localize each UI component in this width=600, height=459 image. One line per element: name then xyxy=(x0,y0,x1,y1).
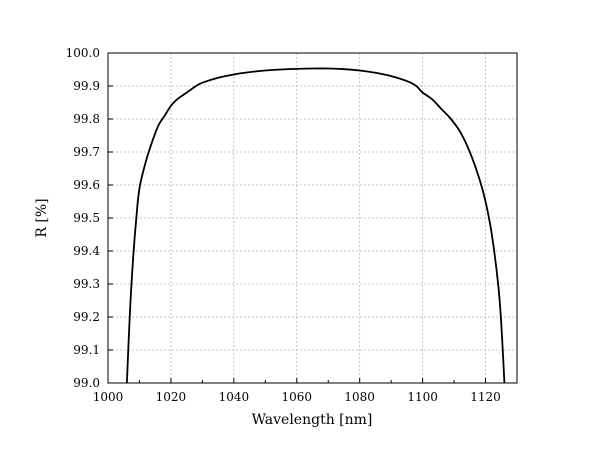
y-tick-label: 99.8 xyxy=(73,112,100,126)
x-tick-label: 1080 xyxy=(344,390,375,404)
plot-frame xyxy=(107,52,518,384)
y-tick-label: 100.0 xyxy=(66,46,100,60)
x-axis-title: Wavelength [nm] xyxy=(252,412,373,428)
y-tick-labels: 99.0 99.1 99.2 99.3 99.4 99.5 99.6 99.7 99.8 99.9… xyxy=(66,46,101,390)
x-tick-labels: 1000 1020 1040 1060 1080 1100 1120 xyxy=(93,390,501,404)
y-tick-label: 99.1 xyxy=(73,343,100,357)
y-tick-label: 99.4 xyxy=(73,244,100,258)
y-tick-label: 99.3 xyxy=(73,277,100,291)
x-tick-label: 1060 xyxy=(281,390,312,404)
series-layer xyxy=(125,67,506,384)
y-tick-label: 99.7 xyxy=(73,145,100,159)
y-tick-label: 99.0 xyxy=(73,376,100,390)
y-tick-label: 99.9 xyxy=(73,79,100,93)
x-tick-label: 1100 xyxy=(407,390,438,404)
y-tick-label: 99.5 xyxy=(73,211,100,225)
reflectance-series-line xyxy=(125,67,506,384)
grid-lines xyxy=(108,53,517,383)
y-tick-label: 99.2 xyxy=(73,310,100,324)
y-axis-title: R [%] xyxy=(34,198,50,237)
x-tick-label: 1040 xyxy=(219,390,250,404)
x-tick-label: 1120 xyxy=(470,390,501,404)
x-tick-label: 1000 xyxy=(93,390,124,404)
x-tick-label: 1020 xyxy=(156,390,187,404)
y-tick-label: 99.6 xyxy=(73,178,100,192)
